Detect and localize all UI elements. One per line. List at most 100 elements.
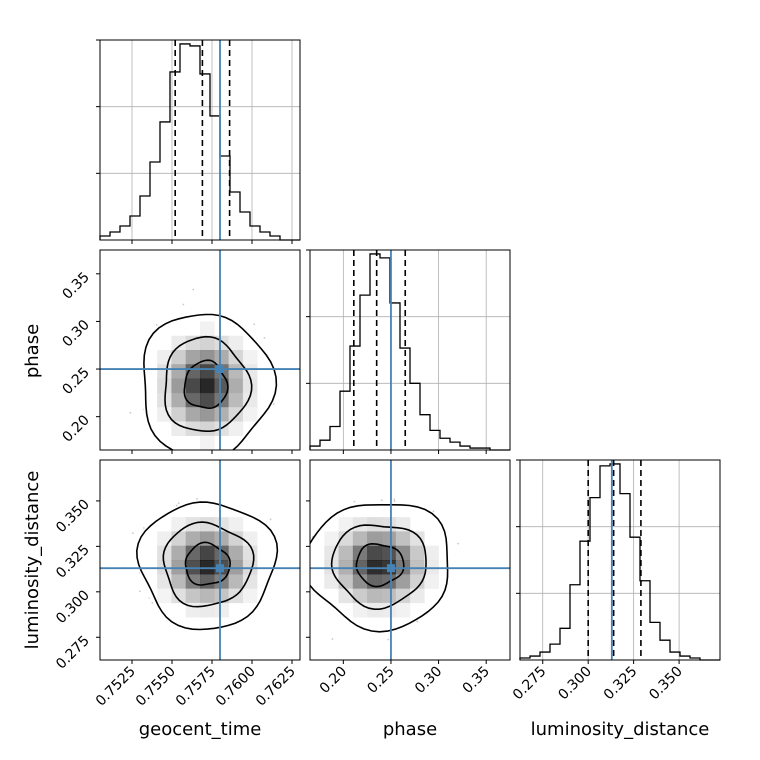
- x-tick-label: 0.275: [510, 664, 550, 704]
- density-bin: [228, 335, 244, 351]
- density-bin: [157, 421, 172, 436]
- density-bin: [157, 364, 172, 379]
- truth-marker: [216, 365, 224, 374]
- density-bin: [143, 531, 158, 546]
- density-bin: [410, 574, 425, 589]
- density-bin: [214, 545, 229, 561]
- density-bin: [157, 378, 172, 394]
- density-content: [100, 250, 300, 451]
- density-bin: [395, 574, 411, 589]
- density-panel-phase-vs-luminosity-distance: 0.20 0.25 0.30 0.35: [306, 459, 511, 697]
- density-bin: [257, 364, 272, 379]
- density-bin: [242, 378, 258, 394]
- density-bin: [214, 517, 229, 532]
- hist-line: [519, 463, 720, 661]
- density-bin: [185, 335, 201, 351]
- density-bin: [214, 407, 229, 422]
- density-bin: [171, 588, 187, 604]
- density-bin: [200, 392, 215, 408]
- density-bin: [424, 531, 439, 546]
- density-bin: [228, 421, 244, 437]
- density-bin: [171, 517, 187, 532]
- density-bin: [171, 421, 187, 437]
- xlabel-geocent-time: geocent_time: [139, 719, 262, 740]
- sample-point: [416, 620, 419, 623]
- density-content: [310, 460, 510, 660]
- density-bin: [367, 531, 382, 547]
- density-bin: [324, 531, 339, 547]
- density-bin: [352, 531, 368, 547]
- density-bin: [352, 574, 368, 589]
- x-tick-label: 0.7525: [93, 664, 139, 710]
- density-bin: [242, 545, 258, 561]
- x-tick-label: 0.30: [412, 664, 445, 697]
- density-bin: [185, 407, 201, 422]
- density-bin: [171, 531, 187, 547]
- density-bin: [171, 436, 186, 451]
- density-bin: [200, 321, 215, 337]
- y-tick-label: 0.325: [53, 542, 93, 582]
- density-bin: [171, 378, 187, 394]
- density-bin: [338, 531, 354, 547]
- density-bin: [381, 531, 397, 547]
- density-bin: [228, 378, 244, 394]
- density-bin: [228, 392, 244, 408]
- density-bin: [395, 531, 411, 547]
- density-bin: [424, 589, 439, 604]
- density-bin: [214, 321, 229, 336]
- density-bin: [171, 407, 187, 422]
- density-panel-geocent-time-vs-phase: 0.20 0.25 0.30 0.35: [59, 249, 301, 454]
- density-bin: [228, 407, 244, 422]
- density-bin: [439, 546, 454, 561]
- density-bin: [200, 407, 215, 422]
- density-bin: [214, 617, 229, 632]
- density-bin: [185, 588, 201, 604]
- density-bin: [367, 545, 382, 561]
- density-bin: [381, 588, 397, 604]
- contour-line: [143, 313, 278, 450]
- density-bin: [242, 407, 258, 422]
- density-bin: [243, 603, 258, 618]
- density-bin: [338, 517, 354, 532]
- ylabel-luminosity-distance: luminosity_distance: [22, 471, 43, 650]
- y-tick-label: 0.20: [59, 412, 92, 445]
- sample-point: [196, 497, 198, 500]
- panel-frame: [99, 39, 301, 241]
- density-bin: [242, 531, 258, 547]
- density-bin: [367, 617, 382, 632]
- density-bin: [200, 364, 215, 379]
- density-bin: [143, 546, 158, 561]
- density-bin: [214, 588, 229, 604]
- y-tick-label: 0.25: [59, 365, 92, 398]
- density-bin: [214, 378, 229, 394]
- density-bin: [352, 588, 368, 604]
- density-bin: [310, 574, 325, 589]
- x-tick-label: 0.325: [601, 664, 641, 704]
- density-bin: [171, 321, 186, 336]
- sample-point: [155, 323, 158, 326]
- x-tick-label: 0.7550: [133, 664, 179, 710]
- density-bin: [424, 574, 439, 589]
- panel-frame: [99, 249, 301, 451]
- x-tick-label: 0.20: [317, 664, 350, 697]
- density-bin: [242, 364, 258, 379]
- panel-frame: [519, 459, 721, 661]
- y-tick-label: 0.350: [53, 496, 93, 536]
- density-bin: [200, 503, 215, 518]
- sample-point: [129, 411, 132, 414]
- density-bin: [381, 517, 397, 532]
- density-bin: [310, 546, 325, 561]
- panel-frame: [99, 459, 301, 661]
- hist-line: [309, 253, 510, 451]
- sample-point: [353, 500, 356, 503]
- x-tick-label: 0.7600: [213, 664, 259, 710]
- sample-point: [393, 498, 396, 501]
- density-bin: [185, 378, 201, 394]
- density-bin: [381, 602, 397, 618]
- sample-point: [272, 403, 275, 406]
- density-bin: [424, 517, 439, 532]
- density-bin: [171, 335, 187, 351]
- density-bin: [214, 436, 229, 451]
- density-bin: [157, 407, 172, 422]
